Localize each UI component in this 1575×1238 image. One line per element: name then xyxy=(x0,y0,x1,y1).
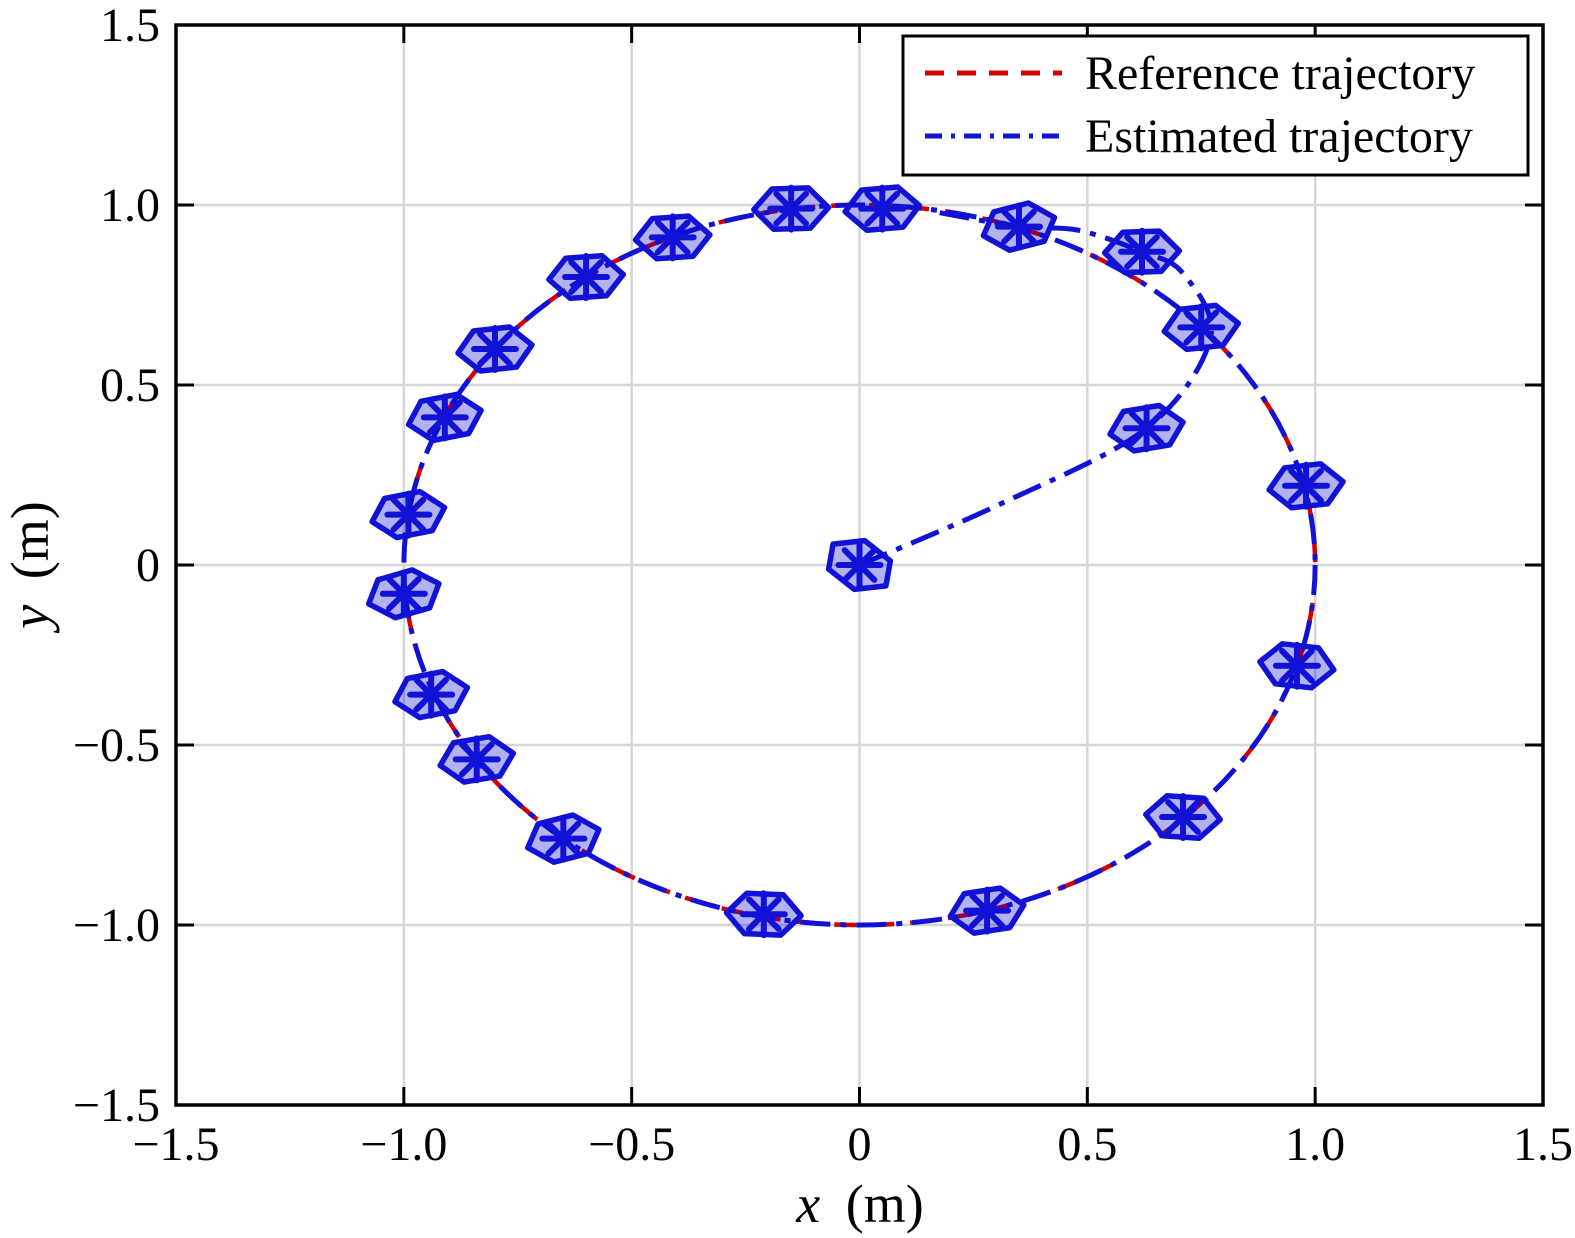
y-tick-label: 1.5 xyxy=(100,0,160,52)
robot-position-marker xyxy=(1124,233,1160,270)
y-tick-label: −1.5 xyxy=(73,1079,160,1132)
y-axis-variable: y xyxy=(0,605,60,634)
trajectory-curves xyxy=(401,202,1318,928)
x-tick-label: 0.5 xyxy=(1057,1118,1117,1171)
x-axis-label: x (m) xyxy=(795,1174,923,1234)
x-tick-label: −1.5 xyxy=(132,1118,219,1171)
robot-position-marker xyxy=(385,575,422,612)
robot-pose xyxy=(365,567,442,621)
robot-position-marker xyxy=(1183,309,1220,346)
robot-position-marker xyxy=(1001,208,1037,245)
robot-position-marker xyxy=(864,190,901,227)
y-tick-label: 1.0 xyxy=(100,179,160,232)
y-tick-label: −1.0 xyxy=(73,899,160,952)
robot-pose xyxy=(751,184,832,233)
y-tick-label: 0 xyxy=(136,539,160,592)
legend: Reference trajectory Estimated trajector… xyxy=(901,34,1530,177)
robot-pose xyxy=(455,324,535,374)
robot-position-marker xyxy=(654,219,691,256)
legend-box xyxy=(901,34,1530,177)
robot-pose xyxy=(437,733,517,785)
robot-pose xyxy=(546,252,627,302)
x-tick-label: 0 xyxy=(848,1118,872,1171)
robot-pose xyxy=(842,184,923,233)
robot-position-marker xyxy=(745,896,782,933)
robot-position-marker xyxy=(390,496,427,533)
robot-pose xyxy=(392,668,471,721)
robot-pose xyxy=(1266,461,1346,511)
legend-estimated-label: Estimated trajectory xyxy=(1085,110,1473,163)
robot-position-marker xyxy=(773,190,809,227)
robot-position-marker xyxy=(841,547,878,583)
robot-pose xyxy=(1143,792,1223,842)
robot-position-marker xyxy=(477,331,513,367)
robot-position-marker xyxy=(458,741,495,778)
robot-pose xyxy=(980,200,1058,253)
robot-position-marker xyxy=(1288,467,1324,504)
y-tick-label: −0.5 xyxy=(73,719,160,772)
robot-pose xyxy=(632,213,713,262)
y-tick-label: 0.5 xyxy=(100,359,160,412)
robot-pose xyxy=(525,812,602,865)
robot-pose xyxy=(1107,402,1186,454)
robot-pose xyxy=(1257,641,1337,691)
x-tick-label: −1.0 xyxy=(360,1118,447,1171)
estimated-trajectory-circle xyxy=(401,202,1318,928)
x-axis-variable: x xyxy=(795,1174,820,1234)
legend-reference-label: Reference trajectory xyxy=(1085,47,1475,100)
robot-pose xyxy=(947,885,1027,936)
robot-footprints xyxy=(365,184,1346,939)
robot-pose xyxy=(405,391,484,444)
y-axis-label: y (m) xyxy=(0,501,60,633)
robot-position-marker xyxy=(1279,647,1315,684)
robot-position-marker xyxy=(1165,799,1201,835)
robot-position-marker xyxy=(1128,410,1165,447)
robot-position-marker xyxy=(568,259,604,295)
robot-position-marker xyxy=(426,399,463,436)
robot-position-marker xyxy=(413,676,450,713)
robot-pose xyxy=(369,488,448,541)
x-axis-unit: (m) xyxy=(846,1174,924,1234)
robot-position-marker xyxy=(969,892,1005,929)
robot-pose xyxy=(1101,227,1183,276)
estimated-trajectory-spiral xyxy=(858,209,1214,568)
y-axis-unit: (m) xyxy=(0,501,60,579)
x-tick-label: 1.0 xyxy=(1285,1118,1345,1171)
x-tick-label: −0.5 xyxy=(588,1118,675,1171)
robot-pose xyxy=(723,890,804,939)
x-tick-label: 1.5 xyxy=(1513,1118,1573,1171)
robot-pose xyxy=(1161,302,1242,353)
tick-labels: −1.5 −1.0 −0.5 0 0.5 1.0 1.5 −1.5 −1.0 −0.5 0 0.5 1.… xyxy=(73,0,1573,1171)
robot-position-marker xyxy=(545,820,582,857)
robot-pose xyxy=(825,537,894,593)
